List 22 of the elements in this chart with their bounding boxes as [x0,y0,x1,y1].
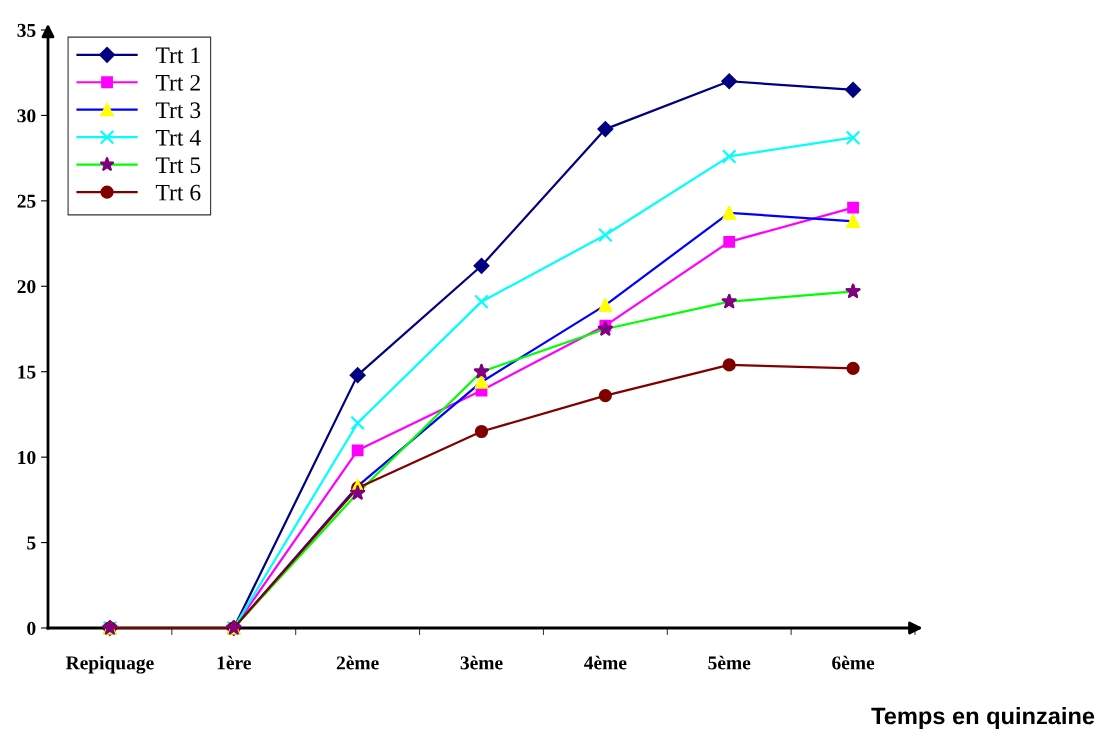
legend-label: Trt 3 [155,102,201,119]
x-tick-label: 4ème [584,655,627,670]
x-axis-title: Temps en quinzaine [871,706,1095,730]
legend-label: Trt 6 [155,184,201,201]
x-tick-label: Repiquage [65,655,154,674]
x-tick-label: 2ème [336,655,379,670]
x-tick-label: 6ème [832,655,875,670]
y-tick-label: 15 [18,365,36,379]
y-tick-label: 20 [17,280,36,294]
x-tick-label: 1ère [217,655,251,670]
legend-label: Trt 5 [155,157,201,174]
legend-label: Trt 4 [155,129,201,146]
x-tick-label: 3ème [460,655,503,670]
y-tick-label: 25 [17,194,36,208]
y-tick-label: 5 [27,536,36,550]
y-tick-label: 10 [18,450,36,465]
y-tick-label: 0 [27,621,36,635]
x-tick-label: 5ème [708,655,751,670]
legend-label: Trt 2 [155,74,200,91]
legend-label: Trt 1 [155,47,200,64]
y-tick-label: 30 [17,109,36,123]
y-tick-label: 35 [17,23,36,37]
